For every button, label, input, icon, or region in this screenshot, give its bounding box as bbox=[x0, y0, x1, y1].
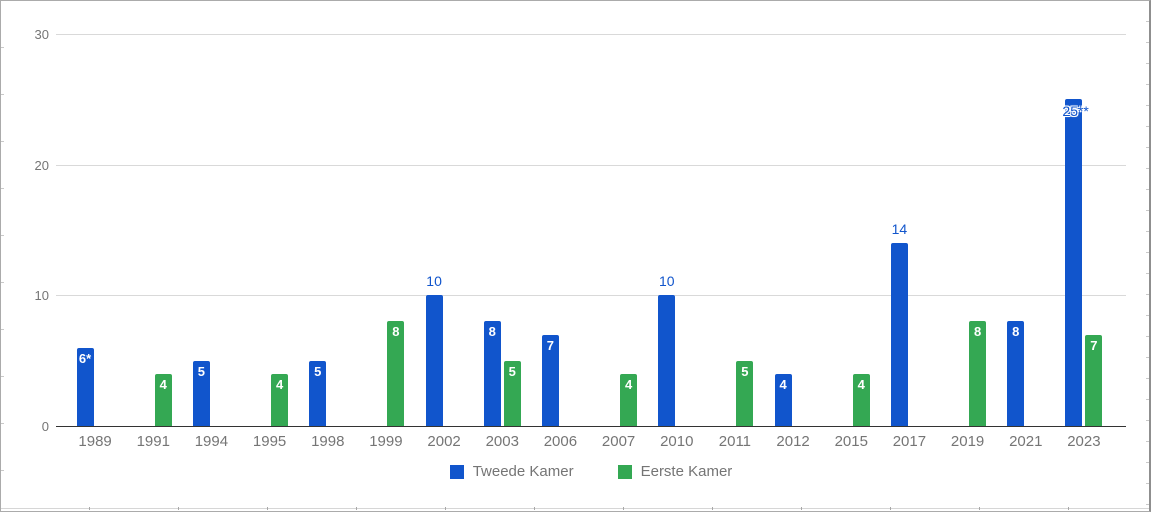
sheet-gridline-ticks-right bbox=[1146, 1, 1149, 511]
bar-tweede-kamer-2012[interactable] bbox=[774, 373, 792, 426]
y-axis-tick-label: 10 bbox=[34, 288, 49, 304]
x-axis-tick-label: 2006 bbox=[543, 433, 578, 450]
bar-tweede-kamer-1994[interactable] bbox=[192, 360, 210, 426]
bar-value-label: 5 bbox=[508, 363, 516, 379]
bar-value-label: 8 bbox=[488, 324, 496, 340]
bar-value-label: 7 bbox=[1090, 337, 1098, 353]
bar-eerste-kamer-2015[interactable] bbox=[852, 373, 870, 426]
bar-eerste-kamer-2023[interactable] bbox=[1085, 334, 1103, 426]
x-axis-tick-label: 1989 bbox=[78, 433, 112, 450]
x-axis-tick-label: 2015 bbox=[834, 433, 868, 450]
bar-value-label: 8 bbox=[973, 324, 982, 340]
bar-eerste-kamer-1999[interactable] bbox=[387, 321, 405, 426]
bar-value-label: 25** bbox=[1062, 103, 1089, 120]
bar-value-label: 8 bbox=[1012, 324, 1020, 340]
x-axis-tick-label: 1994 bbox=[194, 433, 229, 450]
x-axis-tick-label: 2017 bbox=[892, 433, 927, 450]
legend-label: Eerste Kamer bbox=[640, 463, 733, 480]
x-axis-tick-label: 1995 bbox=[252, 433, 287, 450]
bar-value-label: 10 bbox=[658, 273, 675, 290]
y-gridline bbox=[56, 164, 1126, 166]
sheet-gridline-ticks-bottom bbox=[1, 507, 1149, 510]
bar-value-label: 4 bbox=[857, 376, 865, 392]
x-axis-tick-label: 2007 bbox=[601, 433, 636, 450]
bar-value-label: 7 bbox=[546, 337, 555, 353]
bar-value-label: 14 bbox=[891, 221, 908, 238]
y-gridline bbox=[56, 34, 1126, 35]
bar-value-label: 6* bbox=[78, 350, 92, 366]
legend-swatch-icon bbox=[617, 465, 632, 479]
bar-tweede-kamer-2010[interactable] bbox=[658, 295, 676, 426]
x-axis-tick-label: 2010 bbox=[660, 433, 694, 450]
legend-item-tweede-kamer[interactable]: Tweede Kamer bbox=[449, 463, 574, 480]
y-gridline bbox=[56, 295, 1126, 297]
y-axis-tick-label: 30 bbox=[34, 27, 49, 42]
bar-eerste-kamer-1995[interactable] bbox=[271, 373, 289, 426]
bar-eerste-kamer-2019[interactable] bbox=[969, 321, 987, 426]
bar-eerste-kamer-2007[interactable] bbox=[620, 373, 638, 426]
bar-value-label: 4 bbox=[779, 376, 787, 392]
x-axis-tick-label: 2019 bbox=[950, 433, 985, 450]
bar-tweede-kamer-2002[interactable] bbox=[425, 295, 443, 426]
bar-value-label: 4 bbox=[159, 376, 167, 392]
bar-eerste-kamer-2003[interactable] bbox=[503, 360, 521, 426]
y-axis-tick-label: 0 bbox=[41, 419, 49, 434]
bar-value-label: 10 bbox=[426, 273, 442, 290]
x-axis-tick-label: 1999 bbox=[369, 433, 403, 450]
bar-value-label: 4 bbox=[275, 376, 284, 392]
y-axis-tick-label: 20 bbox=[34, 157, 49, 173]
bar-value-label: 8 bbox=[392, 324, 400, 340]
legend-swatch-icon bbox=[449, 465, 464, 479]
x-axis-tick-label: 2012 bbox=[776, 433, 810, 450]
x-axis-tick-label: 2011 bbox=[718, 433, 752, 450]
x-axis-baseline bbox=[56, 426, 1126, 427]
x-axis-tick-label: 1998 bbox=[311, 433, 345, 450]
chart-legend: Tweede Kamer Eerste Kamer bbox=[56, 464, 1126, 480]
bar-tweede-kamer-2023[interactable] bbox=[1065, 99, 1083, 426]
x-axis-tick-label: 2021 bbox=[1009, 433, 1043, 450]
sheet-gridline-ticks-left bbox=[1, 1, 4, 511]
bar-eerste-kamer-1991[interactable] bbox=[154, 373, 172, 426]
x-axis-tick-label: 2002 bbox=[427, 433, 461, 450]
x-axis-tick-label: 1991 bbox=[136, 433, 170, 450]
bar-eerste-kamer-2011[interactable] bbox=[736, 360, 754, 426]
legend-item-eerste-kamer[interactable]: Eerste Kamer bbox=[617, 463, 733, 480]
bar-tweede-kamer-2003[interactable] bbox=[483, 321, 501, 426]
x-axis-tick-label: 2023 bbox=[1067, 433, 1101, 450]
bar-value-label: 5 bbox=[741, 363, 749, 379]
legend-label: Tweede Kamer bbox=[472, 463, 574, 480]
bar-value-label: 5 bbox=[314, 363, 322, 379]
bar-value-label: 4 bbox=[624, 376, 633, 392]
bar-tweede-kamer-2006[interactable] bbox=[541, 334, 559, 426]
bar-value-label: 5 bbox=[197, 363, 206, 379]
x-axis-tick-label: 2003 bbox=[485, 433, 519, 450]
bar-tweede-kamer-1998[interactable] bbox=[309, 360, 327, 426]
bar-tweede-kamer-1989[interactable] bbox=[76, 347, 94, 426]
bar-tweede-kamer-2017[interactable] bbox=[890, 243, 908, 426]
bar-tweede-kamer-2021[interactable] bbox=[1007, 321, 1025, 426]
